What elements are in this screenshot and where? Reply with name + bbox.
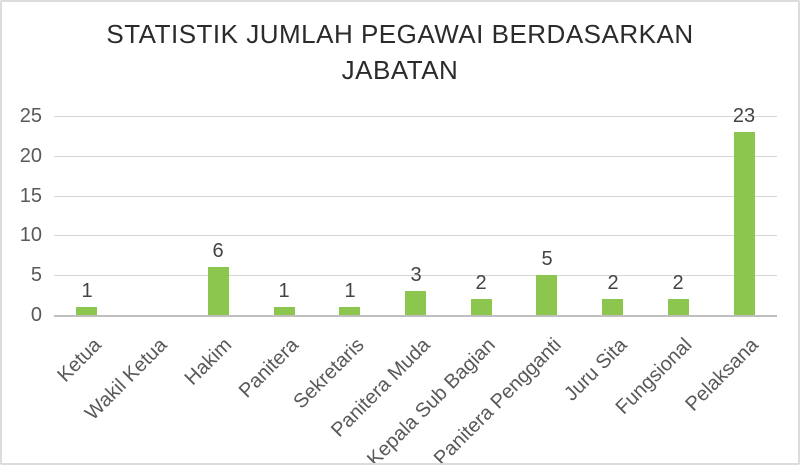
bar-value-label: 6 xyxy=(212,240,224,262)
bar-value-label: 2 xyxy=(475,272,487,294)
gridline xyxy=(54,275,777,276)
bar xyxy=(471,299,492,315)
bar-value-label: 23 xyxy=(732,105,756,127)
x-tick-label: Panitera xyxy=(234,334,303,403)
y-tick-label: 0 xyxy=(30,304,42,326)
bar xyxy=(76,307,97,315)
bar xyxy=(668,299,689,315)
y-tick-label: 25 xyxy=(19,105,42,127)
gridline xyxy=(54,235,777,236)
bar xyxy=(339,307,360,315)
bar xyxy=(536,275,557,315)
bar-value-label: 2 xyxy=(607,272,619,294)
y-tick-label: 15 xyxy=(19,185,42,207)
y-tick-label: 5 xyxy=(30,264,42,286)
gridline xyxy=(54,116,777,117)
bar-value-label: 1 xyxy=(81,280,93,302)
bar xyxy=(208,267,229,315)
gridline xyxy=(54,196,777,197)
bar-value-label: 1 xyxy=(344,280,356,302)
chart-title: STATISTIK JUMLAH PEGAWAI BERDASARKAN JAB… xyxy=(106,19,694,85)
bar xyxy=(734,132,755,315)
bar-value-label: 5 xyxy=(541,248,553,270)
bar xyxy=(274,307,295,315)
y-tick-label: 10 xyxy=(19,224,42,246)
x-axis-line xyxy=(54,315,777,317)
gridline xyxy=(54,156,777,157)
x-tick-label: Panitera Pengganti xyxy=(429,334,566,465)
y-tick-label: 20 xyxy=(19,145,42,167)
x-tick-label: Ketua xyxy=(53,334,106,387)
bar-value-label: 3 xyxy=(410,264,422,286)
bar xyxy=(602,299,623,315)
bar xyxy=(405,291,426,315)
x-tick-label: Hakim xyxy=(180,334,237,390)
bar-value-label: 2 xyxy=(672,272,684,294)
bar-value-label: 1 xyxy=(278,280,290,302)
